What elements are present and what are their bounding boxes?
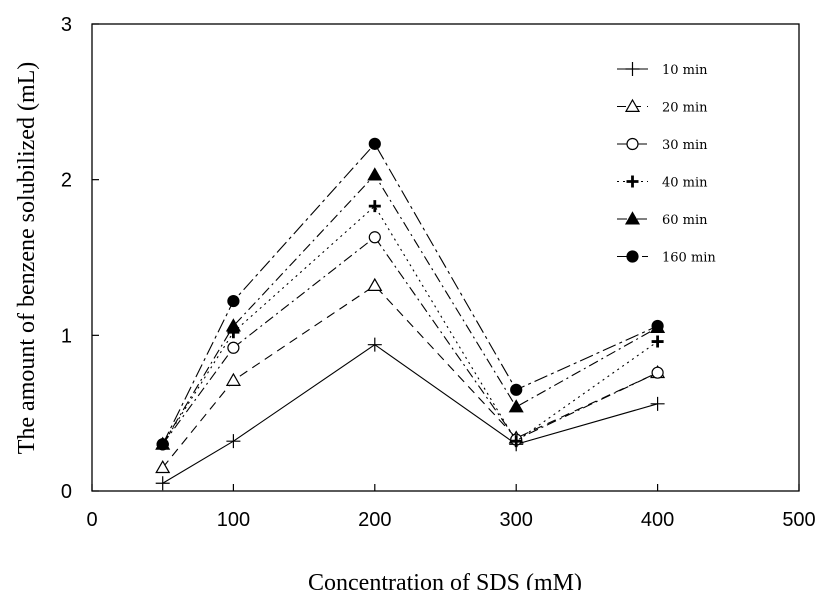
plot-frame (91, 23, 800, 492)
data-point (367, 277, 383, 291)
data-point (651, 335, 664, 348)
data-point (624, 98, 641, 112)
y-tick-label: 0 (61, 481, 72, 503)
y-tick-label: 2 (61, 170, 72, 192)
data-point (155, 459, 171, 474)
data-point (651, 366, 664, 379)
data-point (367, 167, 383, 181)
x-axis-label: Concentration of SDS (mM) (308, 570, 582, 590)
x-tick-label: 0 (86, 509, 97, 531)
series-line (162, 284, 658, 468)
legend-entry: 160 min (617, 250, 716, 266)
legend-entry: 40 min (617, 175, 708, 191)
data-point (510, 435, 523, 448)
data-point (155, 476, 170, 491)
series-10-min (155, 337, 665, 491)
legend-entry: 30 min (617, 137, 708, 153)
data-point (624, 211, 641, 225)
x-tick-label: 100 (217, 509, 250, 531)
legend-label: 160 min (662, 251, 716, 266)
x-tick-label: 300 (500, 509, 533, 531)
data-point (227, 294, 240, 308)
y-tick-label: 3 (61, 14, 72, 36)
data-point (626, 175, 639, 188)
data-point (368, 231, 381, 244)
data-point (226, 434, 241, 449)
legend-label: 40 min (662, 176, 708, 191)
data-point (227, 341, 240, 354)
legend-label: 60 min (662, 213, 708, 228)
x-tick-label: 200 (358, 509, 391, 531)
series-60-min (155, 167, 666, 450)
data-point (651, 319, 664, 333)
data-point (367, 337, 382, 352)
legend: 10 min 20 min 30 min 40 min 60 min 160 min (617, 62, 716, 266)
data-point (368, 137, 381, 150)
data-point (626, 137, 639, 151)
legend-label: 10 min (662, 63, 708, 78)
legend-label: 30 min (662, 138, 708, 153)
y-tick-label: 1 (61, 325, 72, 347)
series-line (162, 344, 658, 484)
series-line (162, 174, 658, 445)
legend-entry: 20 min (617, 98, 708, 116)
series-line (162, 142, 658, 445)
series-line (162, 236, 658, 445)
data-point (225, 372, 241, 386)
data-point (626, 250, 639, 263)
x-axis-ticks: 0 100 200 300 400 500 (86, 484, 816, 531)
series-20-min (155, 277, 666, 474)
data-point (650, 396, 665, 411)
y-axis-label: The amount of benzene solubilized (mL) (14, 62, 40, 455)
data-point (156, 438, 169, 451)
series-160-min (156, 137, 664, 451)
data-point (510, 383, 523, 396)
x-tick-label: 500 (782, 509, 815, 531)
series-layer (155, 137, 666, 491)
data-point (225, 318, 241, 332)
data-point (368, 200, 381, 213)
y-axis-ticks: 0 1 2 3 (61, 14, 99, 503)
legend-entry: 10 min (617, 62, 708, 78)
x-tick-label: 400 (641, 509, 674, 531)
legend-label: 20 min (662, 101, 708, 116)
data-point (625, 62, 640, 76)
legend-entry: 60 min (617, 211, 708, 228)
data-point (508, 399, 524, 413)
